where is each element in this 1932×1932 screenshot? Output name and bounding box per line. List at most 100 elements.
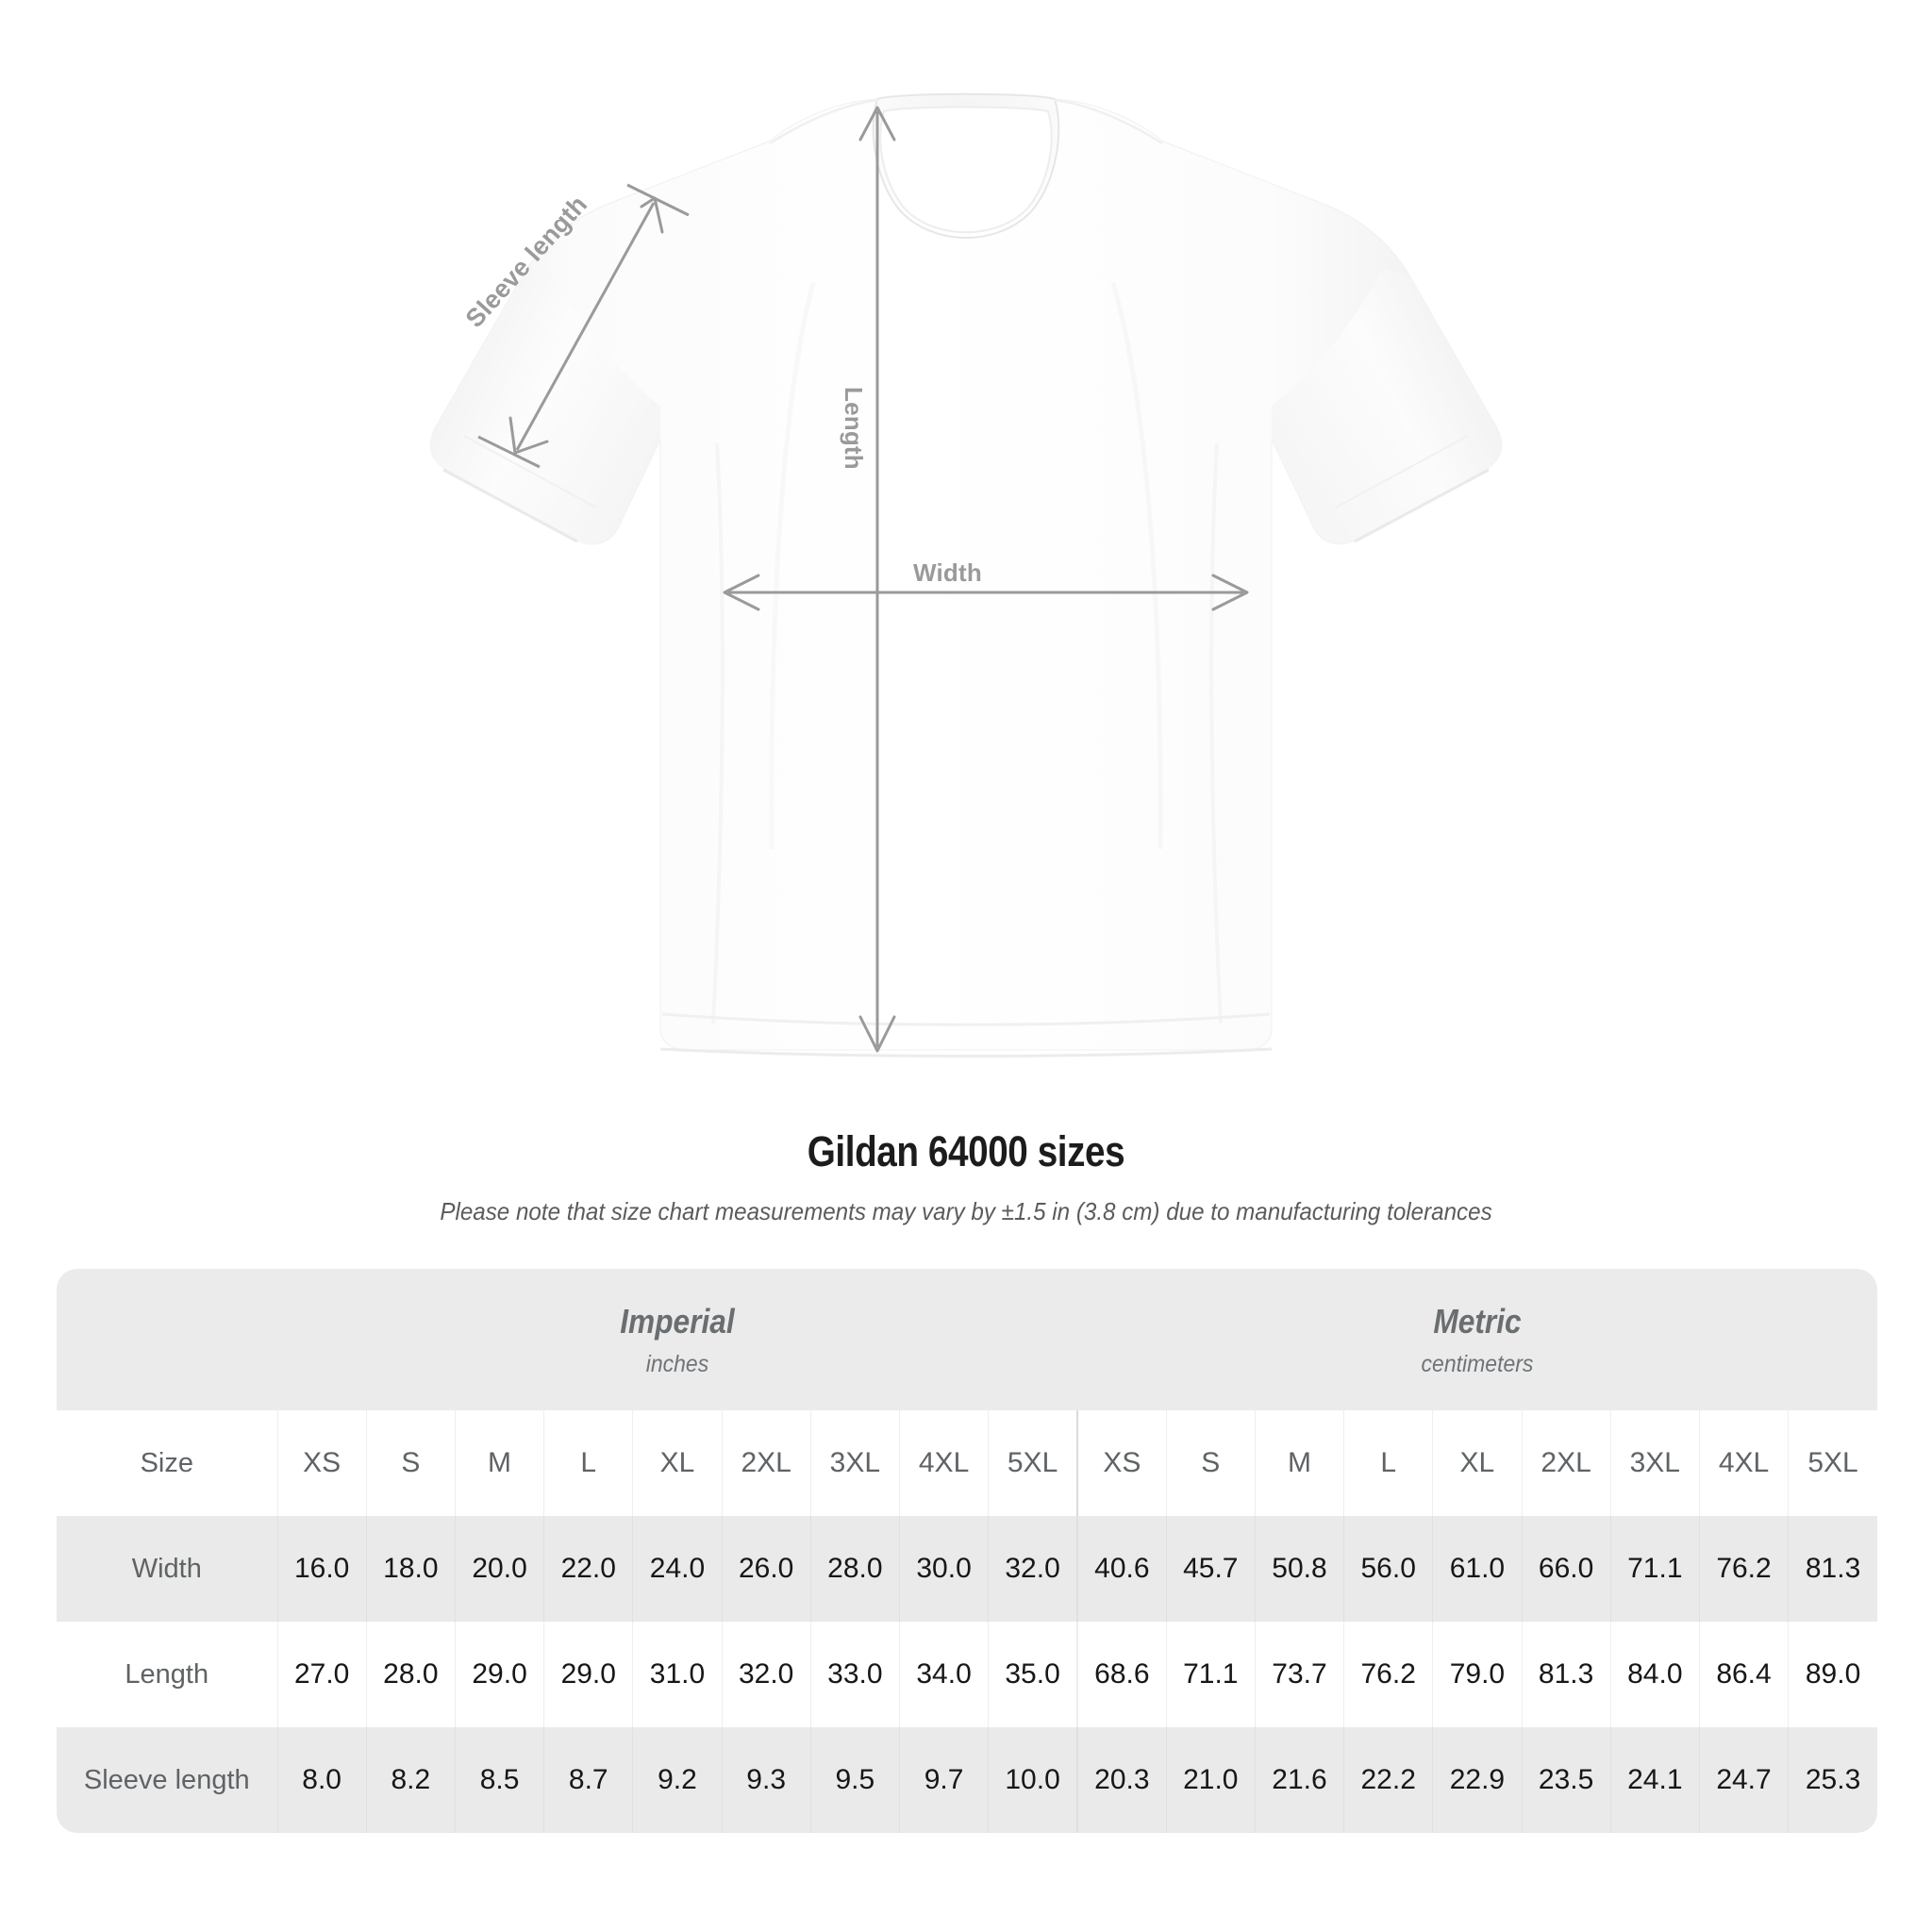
tshirt-diagram: Sleeve length Length Width — [429, 92, 1503, 1058]
row-label-width: Width — [57, 1516, 278, 1622]
cell-sleeve-imperial-s: 8.2 — [365, 1727, 456, 1833]
col-header-metric-m: M — [1254, 1410, 1344, 1516]
col-header-imperial-2xl: 2XL — [721, 1410, 811, 1516]
cell-length-imperial-xs: 27.0 — [276, 1622, 367, 1727]
unit-imperial-cell: Imperial inches — [277, 1269, 1077, 1410]
cell-length-metric-s: 71.1 — [1165, 1622, 1256, 1727]
cell-length-metric-5xl: 89.0 — [1788, 1622, 1877, 1727]
cell-sleeve-imperial-3xl: 9.5 — [809, 1727, 900, 1833]
cell-length-imperial-4xl: 34.0 — [898, 1622, 989, 1727]
col-header-metric-5xl: 5XL — [1788, 1410, 1877, 1516]
cell-sleeve-imperial-m: 8.5 — [454, 1727, 544, 1833]
cell-sleeve-metric-5xl: 25.3 — [1788, 1727, 1877, 1833]
size-table-container: Imperial inches Metric centimeters Size … — [57, 1269, 1877, 1833]
unit-blank-cell — [57, 1269, 278, 1410]
cell-sleeve-imperial-4xl: 9.7 — [898, 1727, 989, 1833]
cell-width-metric-2xl: 66.0 — [1521, 1516, 1611, 1622]
width-dimension-arrow — [723, 574, 1249, 611]
cell-length-imperial-s: 28.0 — [365, 1622, 456, 1727]
cell-sleeve-metric-s: 21.0 — [1165, 1727, 1256, 1833]
col-header-metric-xl: XL — [1432, 1410, 1522, 1516]
cell-sleeve-metric-2xl: 23.5 — [1521, 1727, 1611, 1833]
col-header-imperial-l: L — [543, 1410, 633, 1516]
cell-width-imperial-m: 20.0 — [454, 1516, 544, 1622]
dimension-annotations — [477, 106, 1249, 1053]
cell-sleeve-metric-xs: 20.3 — [1075, 1727, 1167, 1833]
col-header-metric-xs: XS — [1075, 1410, 1167, 1516]
cell-width-metric-m: 50.8 — [1254, 1516, 1344, 1622]
unit-metric-name: Metric — [1433, 1301, 1522, 1341]
col-header-imperial-xl: XL — [632, 1410, 723, 1516]
cell-sleeve-imperial-2xl: 9.3 — [721, 1727, 811, 1833]
unit-metric-cell: Metric centimeters — [1076, 1269, 1877, 1410]
col-header-metric-3xl: 3XL — [1609, 1410, 1700, 1516]
width-label: Width — [913, 558, 982, 587]
cell-sleeve-metric-m: 21.6 — [1254, 1727, 1344, 1833]
title-block: Gildan 64000 sizes Please note that size… — [0, 1127, 1932, 1226]
length-label: Length — [840, 387, 868, 470]
size-table: Imperial inches Metric centimeters Size … — [57, 1269, 1877, 1833]
tolerance-note: Please note that size chart measurements… — [440, 1197, 1492, 1225]
cell-width-imperial-5xl: 32.0 — [988, 1516, 1077, 1622]
page-title: Gildan 64000 sizes — [807, 1127, 1125, 1175]
table-row-sleeve-length: Sleeve length 8.0 8.2 8.5 8.7 9.2 9.3 9.… — [57, 1727, 1877, 1833]
cell-length-imperial-m: 29.0 — [454, 1622, 544, 1727]
cell-length-metric-2xl: 81.3 — [1521, 1622, 1611, 1727]
col-header-metric-4xl: 4XL — [1698, 1410, 1789, 1516]
tshirt-illustration — [429, 92, 1503, 1058]
unit-metric-sub: centimeters — [1421, 1350, 1534, 1377]
unit-imperial-sub: inches — [645, 1350, 709, 1377]
cell-length-imperial-l: 29.0 — [543, 1622, 633, 1727]
cell-length-metric-xl: 79.0 — [1432, 1622, 1522, 1727]
table-row-width: Width 16.0 18.0 20.0 22.0 24.0 26.0 28.0… — [57, 1516, 1877, 1622]
cell-width-metric-3xl: 71.1 — [1609, 1516, 1700, 1622]
cell-width-metric-s: 45.7 — [1165, 1516, 1256, 1622]
table-row-length: Length 27.0 28.0 29.0 29.0 31.0 32.0 33.… — [57, 1622, 1877, 1727]
cell-width-metric-xs: 40.6 — [1075, 1516, 1167, 1622]
cell-sleeve-metric-xl: 22.9 — [1432, 1727, 1522, 1833]
unit-imperial-name: Imperial — [620, 1301, 735, 1341]
col-header-imperial-xs: XS — [276, 1410, 367, 1516]
cell-width-imperial-4xl: 30.0 — [898, 1516, 989, 1622]
cell-length-imperial-5xl: 35.0 — [988, 1622, 1077, 1727]
sleeve-length-dimension-arrow — [477, 183, 690, 469]
cell-length-metric-l: 76.2 — [1343, 1622, 1433, 1727]
cell-width-imperial-s: 18.0 — [365, 1516, 456, 1622]
length-dimension-arrow — [858, 106, 896, 1053]
cell-width-imperial-l: 22.0 — [543, 1516, 633, 1622]
col-header-metric-2xl: 2XL — [1521, 1410, 1611, 1516]
row-label-length: Length — [57, 1622, 278, 1727]
cell-sleeve-imperial-xl: 9.2 — [632, 1727, 723, 1833]
cell-length-imperial-3xl: 33.0 — [809, 1622, 900, 1727]
cell-width-imperial-2xl: 26.0 — [721, 1516, 811, 1622]
col-header-metric-l: L — [1343, 1410, 1433, 1516]
cell-length-imperial-xl: 31.0 — [632, 1622, 723, 1727]
col-header-imperial-5xl: 5XL — [988, 1410, 1077, 1516]
col-header-imperial-s: S — [365, 1410, 456, 1516]
cell-length-imperial-2xl: 32.0 — [721, 1622, 811, 1727]
cell-sleeve-imperial-5xl: 10.0 — [988, 1727, 1077, 1833]
cell-length-metric-xs: 68.6 — [1075, 1622, 1167, 1727]
row-label-sleeve-length: Sleeve length — [57, 1727, 278, 1833]
cell-length-metric-m: 73.7 — [1254, 1622, 1344, 1727]
cell-length-metric-3xl: 84.0 — [1609, 1622, 1700, 1727]
table-row-size: Size XS S M L XL 2XL 3XL 4XL 5XL XS S M … — [57, 1410, 1877, 1516]
row-label-size: Size — [57, 1410, 278, 1516]
col-header-metric-s: S — [1165, 1410, 1256, 1516]
cell-width-metric-5xl: 81.3 — [1788, 1516, 1877, 1622]
cell-width-imperial-3xl: 28.0 — [809, 1516, 900, 1622]
cell-width-imperial-xs: 16.0 — [276, 1516, 367, 1622]
cell-sleeve-metric-l: 22.2 — [1343, 1727, 1433, 1833]
cell-width-imperial-xl: 24.0 — [632, 1516, 723, 1622]
cell-width-metric-xl: 61.0 — [1432, 1516, 1522, 1622]
cell-sleeve-metric-4xl: 24.7 — [1698, 1727, 1789, 1833]
cell-sleeve-imperial-xs: 8.0 — [276, 1727, 367, 1833]
cell-width-metric-l: 56.0 — [1343, 1516, 1433, 1622]
cell-width-metric-4xl: 76.2 — [1698, 1516, 1789, 1622]
col-header-imperial-m: M — [454, 1410, 544, 1516]
cell-length-metric-4xl: 86.4 — [1698, 1622, 1789, 1727]
col-header-imperial-4xl: 4XL — [898, 1410, 989, 1516]
cell-sleeve-imperial-l: 8.7 — [543, 1727, 633, 1833]
unit-header-row: Imperial inches Metric centimeters — [57, 1269, 1877, 1410]
